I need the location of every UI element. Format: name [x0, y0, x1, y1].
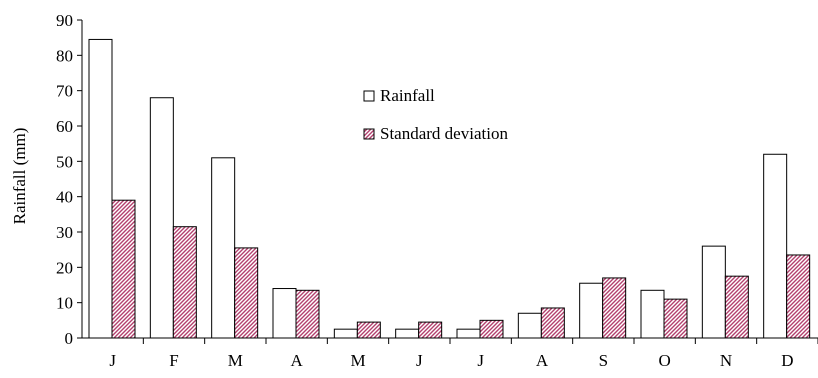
rainfall-bar	[640, 289, 665, 339]
rainfall-bar	[149, 97, 174, 339]
rainfall-bar	[701, 245, 726, 339]
rainfall-bar	[272, 288, 297, 339]
x-tick-label: M	[228, 351, 243, 370]
standard-deviation-bar	[724, 275, 749, 339]
rainfall-bar	[517, 312, 542, 339]
legend-label-standard-deviation: Standard deviation	[380, 124, 508, 143]
standard-deviation-bar	[540, 307, 565, 339]
rainfall-bar	[763, 153, 788, 339]
legend-swatch-standard-deviation	[363, 128, 375, 140]
standard-deviation-bar	[663, 298, 688, 339]
y-tick-label: 60	[56, 117, 73, 136]
rainfall-bar	[579, 282, 604, 339]
standard-deviation-bar	[234, 247, 259, 339]
series-standard-deviation	[111, 199, 811, 339]
legend-label-rainfall: Rainfall	[380, 86, 435, 105]
y-tick-label: 50	[56, 152, 73, 171]
legend-item-standard-deviation: Standard deviation	[363, 124, 508, 143]
rainfall-bar	[88, 38, 113, 339]
standard-deviation-bar	[418, 321, 443, 339]
y-tick-label: 30	[56, 223, 73, 242]
y-tick-label: 20	[56, 258, 73, 277]
standard-deviation-bar	[602, 277, 627, 339]
y-tick-label: 10	[56, 294, 73, 313]
y-tick-label: 90	[56, 11, 73, 30]
legend-item-rainfall: Rainfall	[363, 86, 435, 105]
y-tick-label: 40	[56, 188, 73, 207]
x-tick-label: S	[599, 351, 608, 370]
standard-deviation-bar	[356, 321, 381, 339]
x-tick-label: A	[536, 351, 549, 370]
y-tick-label: 0	[65, 329, 74, 348]
standard-deviation-bar	[295, 289, 320, 339]
x-tick-label: J	[416, 351, 423, 370]
rainfall-bar	[211, 157, 236, 339]
x-tick-label: M	[350, 351, 365, 370]
standard-deviation-bar	[786, 254, 811, 339]
rainfall-bar	[395, 328, 420, 339]
x-tick-label: F	[169, 351, 178, 370]
y-axis-title: Rainfall (mm)	[10, 128, 29, 225]
x-tick-label: J	[477, 351, 484, 370]
x-tick-label: O	[659, 351, 671, 370]
x-tick-label: D	[781, 351, 793, 370]
standard-deviation-bar	[111, 199, 136, 339]
y-axis-ticks: 0 10 20 30 40 50 60 70 80 90	[56, 11, 82, 348]
legend-swatch-rainfall	[363, 90, 375, 102]
legend: Rainfall Standard deviation	[363, 86, 508, 143]
y-tick-label: 70	[56, 82, 73, 101]
standard-deviation-bar	[172, 226, 197, 339]
x-tick-label: N	[720, 351, 732, 370]
bar-series	[88, 38, 811, 339]
rainfall-bar	[333, 328, 358, 339]
x-tick-label: J	[109, 351, 116, 370]
standard-deviation-bar	[479, 319, 504, 339]
rainfall-bar	[456, 328, 481, 339]
x-tick-label: A	[291, 351, 304, 370]
y-tick-label: 80	[56, 46, 73, 65]
